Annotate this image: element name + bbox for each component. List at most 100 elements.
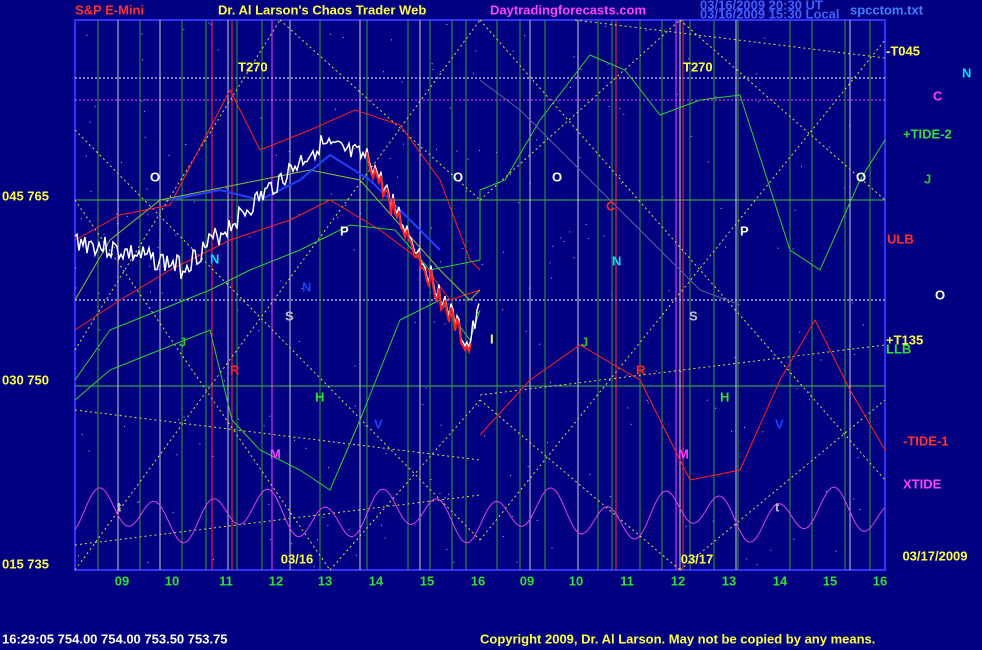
star — [147, 561, 149, 563]
star — [210, 23, 212, 25]
star — [475, 50, 477, 52]
diag-line — [479, 399, 681, 571]
label-text: 045 765 — [2, 188, 49, 203]
star — [619, 175, 621, 177]
diag-line — [74, 494, 481, 546]
star — [688, 58, 690, 60]
label-text: P — [340, 223, 349, 238]
label-text: I — [490, 331, 494, 346]
star — [258, 330, 260, 332]
star — [609, 495, 611, 497]
star — [328, 467, 330, 469]
star — [439, 71, 441, 73]
star — [249, 236, 251, 238]
label-text: O — [150, 169, 160, 184]
star — [852, 302, 854, 304]
star — [720, 207, 722, 209]
star — [502, 535, 504, 537]
star — [580, 69, 582, 71]
label-text: O — [552, 169, 562, 184]
star — [345, 204, 347, 206]
star — [432, 68, 434, 70]
star — [354, 148, 356, 150]
star — [327, 524, 329, 526]
star — [199, 443, 201, 445]
label-text: O — [453, 169, 463, 184]
label-text: T270 — [683, 59, 713, 74]
star — [792, 248, 794, 250]
green-curve — [74, 54, 886, 381]
label-text: 14 — [369, 573, 384, 588]
star — [208, 22, 210, 24]
star — [293, 439, 295, 441]
star — [647, 402, 649, 404]
label-text: 03/16/2009 20:30 UT — [700, 0, 823, 12]
label-text: V — [374, 416, 383, 431]
star — [185, 144, 187, 146]
star — [78, 555, 80, 557]
label-text: 12 — [671, 573, 685, 588]
star — [434, 297, 435, 299]
star — [440, 261, 442, 263]
star — [126, 215, 128, 217]
star — [777, 247, 779, 249]
star — [425, 387, 427, 389]
star — [569, 86, 571, 88]
label-text: J — [581, 334, 588, 349]
star — [238, 418, 240, 420]
star — [630, 423, 632, 425]
star — [804, 79, 806, 81]
star — [676, 93, 678, 95]
star — [143, 110, 145, 112]
star — [213, 559, 215, 561]
star — [298, 214, 300, 216]
label-text: 11 — [219, 573, 233, 588]
label-text: H — [720, 389, 729, 404]
label-text: 14 — [773, 573, 788, 588]
star — [552, 245, 554, 247]
star — [98, 349, 100, 351]
star — [237, 309, 239, 311]
star — [225, 187, 227, 189]
label-text: 12 — [269, 573, 283, 588]
star — [478, 405, 480, 407]
star — [166, 200, 168, 202]
star — [481, 263, 483, 265]
label-text: R — [230, 362, 240, 377]
star — [168, 154, 170, 156]
star — [809, 391, 811, 393]
star — [715, 407, 717, 409]
star — [746, 558, 748, 560]
star — [98, 329, 100, 331]
star — [560, 237, 562, 239]
label-text: J — [924, 171, 931, 186]
star — [467, 158, 469, 160]
star — [178, 419, 180, 421]
star — [707, 161, 709, 163]
star — [569, 231, 571, 233]
star — [334, 108, 336, 110]
star — [402, 143, 404, 145]
star — [400, 299, 402, 301]
label-text: 03/17/2009 — [902, 548, 967, 563]
star — [268, 503, 270, 505]
star — [509, 174, 511, 176]
star — [518, 202, 520, 204]
star — [706, 399, 708, 401]
star — [316, 539, 318, 541]
label-text: 030 750 — [2, 372, 49, 387]
star — [183, 416, 185, 418]
star — [88, 450, 90, 452]
label-text: 11 — [620, 573, 634, 588]
label-text: J — [179, 334, 186, 349]
star — [141, 100, 143, 102]
star — [603, 235, 605, 237]
star — [89, 121, 91, 123]
star — [744, 427, 746, 429]
star — [820, 359, 822, 361]
star — [414, 144, 416, 146]
star — [516, 561, 518, 563]
star — [86, 34, 88, 36]
star — [758, 101, 760, 103]
